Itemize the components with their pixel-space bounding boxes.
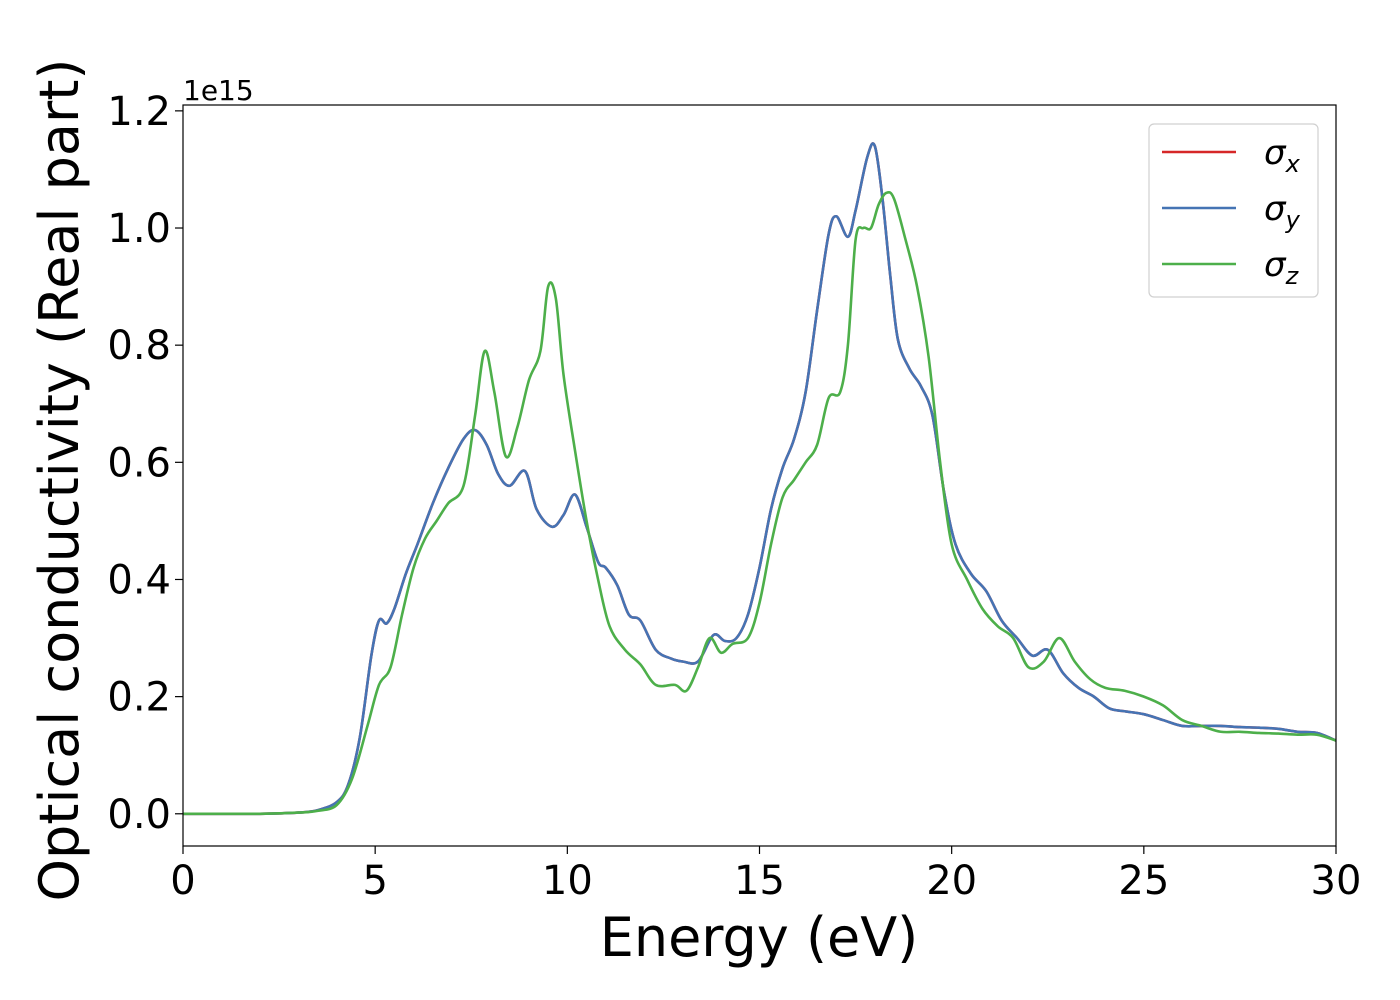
series-layer: [183, 142, 1336, 816]
x-axis-title: Energy (eV): [600, 906, 919, 969]
x-tick-label: 0: [170, 858, 195, 904]
legend-subscript: z: [1285, 262, 1300, 290]
x-tick-label: 30: [1311, 858, 1362, 904]
x-axis: 0 5 10 15 20 25 30: [170, 846, 1361, 904]
legend-subscript: y: [1285, 206, 1301, 234]
legend-label-y: σy: [1264, 189, 1301, 234]
legend-symbol: σ: [1264, 189, 1287, 229]
series-line-z: [183, 190, 1336, 816]
y-axis: 0.0 0.2 0.4 0.6 0.8 1.0 1.2: [107, 89, 183, 838]
x-tick-label: 5: [362, 858, 387, 904]
legend-symbol: σ: [1264, 133, 1287, 173]
y-tick-label: 0.4: [107, 557, 171, 603]
y-tick-label: 0.6: [107, 440, 171, 486]
y-offset-label: 1e15: [183, 74, 254, 107]
series-line-y: [183, 142, 1336, 816]
x-tick-label: 20: [926, 858, 977, 904]
y-tick-label: 1.2: [107, 89, 171, 135]
x-tick-label: 25: [1118, 858, 1169, 904]
y-tick-label: 0.8: [107, 323, 171, 369]
y-tick-label: 0.2: [107, 675, 171, 721]
legend-label-x: σx: [1264, 133, 1301, 178]
x-tick-label: 10: [542, 858, 593, 904]
y-tick-label: 0.0: [107, 792, 171, 838]
y-axis-title: Optical conductivity (Real part): [28, 59, 91, 902]
y-tick-label: 1.0: [107, 206, 171, 252]
x-tick-label: 15: [734, 858, 785, 904]
legend-subscript: x: [1285, 150, 1301, 178]
legend-label-z: σz: [1264, 245, 1300, 290]
legend-box: [1148, 123, 1319, 298]
legend-symbol: σ: [1264, 245, 1287, 285]
